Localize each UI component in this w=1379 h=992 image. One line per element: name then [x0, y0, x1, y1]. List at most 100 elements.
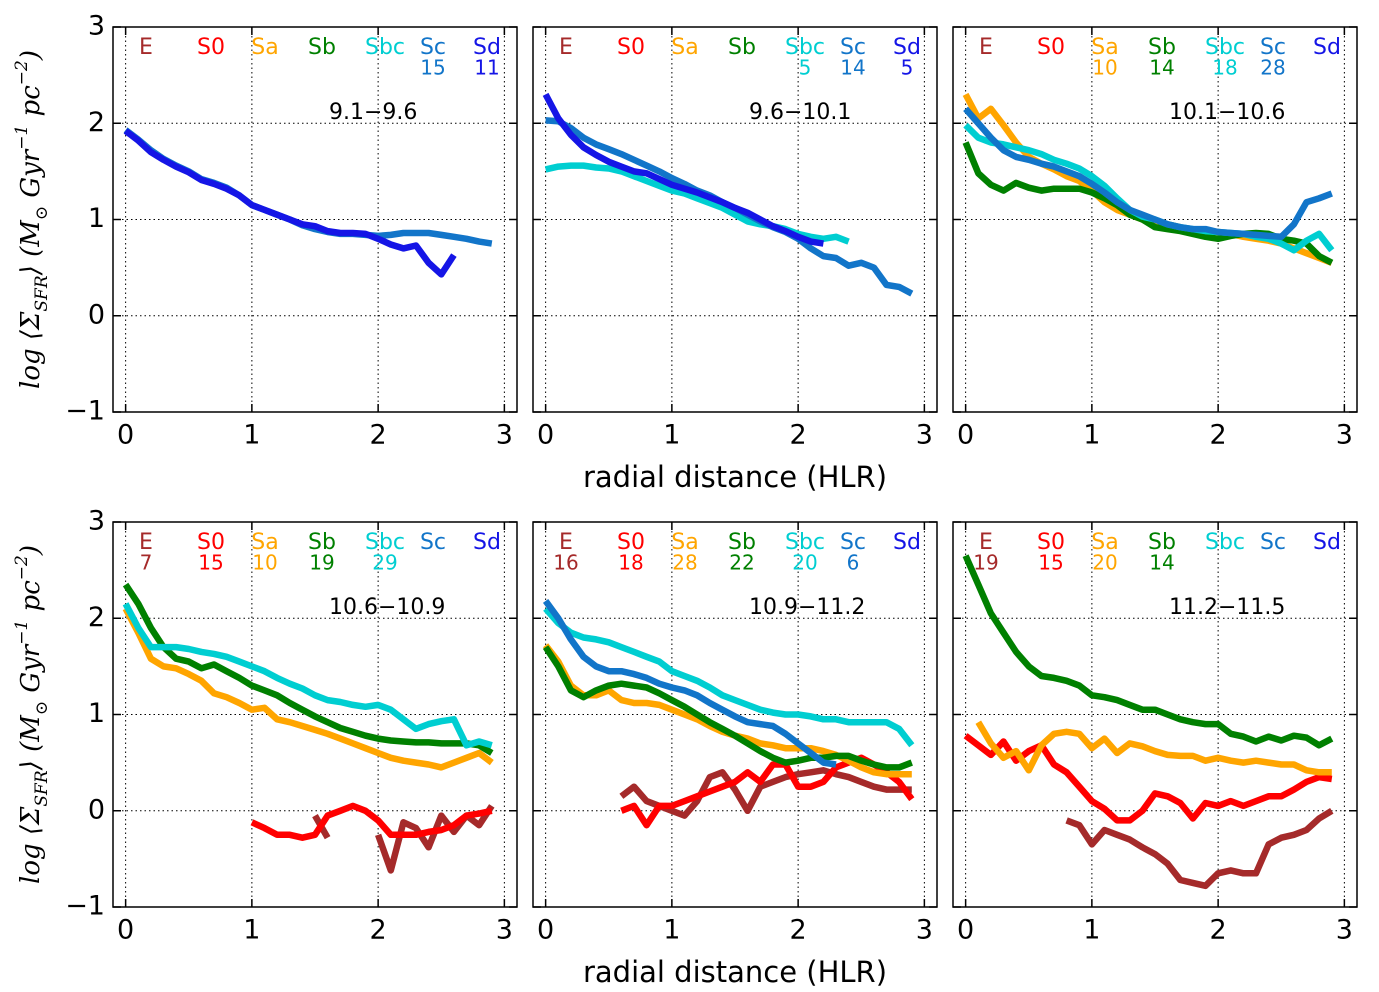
- morph-count: 14: [1149, 56, 1174, 80]
- x-tick-label: 1: [1083, 915, 1100, 946]
- x-tick-label: 2: [1210, 915, 1227, 946]
- morph-label: S0: [1037, 530, 1065, 555]
- plot-area: [953, 522, 1357, 907]
- series-line: [962, 554, 1334, 749]
- y-axis-label-part: −2: [12, 555, 32, 580]
- morph-label: Sa: [671, 530, 698, 555]
- morph-label: E: [139, 530, 153, 555]
- morph-label: S0: [617, 35, 645, 60]
- y-axis-label-part: ⊙: [32, 206, 52, 220]
- morph-label: Sbc: [1205, 530, 1245, 555]
- frame: [952, 26, 1358, 413]
- x-tick-label: 1: [1083, 420, 1100, 451]
- morph-label: Sa: [251, 530, 278, 555]
- morph-count: 5: [799, 56, 812, 80]
- morph-count: 14: [1149, 551, 1174, 575]
- y-axis-label-part: pc: [16, 85, 46, 125]
- morph-label: Sa: [251, 35, 278, 60]
- series-line: [1065, 808, 1334, 890]
- morph-count: 10: [1092, 56, 1117, 80]
- morph-count: 10: [252, 551, 277, 575]
- y-axis-label-part: SFR: [32, 770, 52, 806]
- frame: [952, 521, 1358, 908]
- x-tick-label: 1: [243, 420, 260, 451]
- morph-count: 6: [847, 551, 860, 575]
- morph-count: 11: [474, 56, 499, 80]
- morph-label: Sb: [308, 530, 336, 555]
- morph-count: 28: [1260, 56, 1285, 80]
- morph-label: Sa: [671, 35, 698, 60]
- morph-label: Sc: [1260, 35, 1286, 60]
- morph-label: Sbc: [1205, 35, 1245, 60]
- morph-label: S0: [617, 530, 645, 555]
- y-axis-label: log ⟨ΣSFR⟩ (M⊙ Gyr−1 pc−2): [12, 50, 52, 389]
- panel-title: 9.1−9.6: [329, 100, 417, 125]
- frame: [112, 26, 518, 413]
- series-line: [975, 720, 1332, 776]
- x-tick-label: 0: [537, 915, 554, 946]
- y-tick-label: 1: [88, 698, 105, 729]
- morph-label: Sd: [1313, 35, 1341, 60]
- x-tick-label: 3: [496, 420, 513, 451]
- morph-label: Sc: [1260, 530, 1286, 555]
- y-tick-label: 0: [88, 299, 105, 330]
- morph-label: E: [979, 35, 993, 60]
- morph-label: Sd: [473, 530, 501, 555]
- y-axis-label-part: ⟩ (M: [16, 219, 46, 277]
- morph-label: Sb: [1148, 35, 1176, 60]
- morph-count: 15: [420, 56, 445, 80]
- y-axis-label-part: log ⟨Σ: [16, 806, 46, 884]
- x-axis-label: radial distance (HLR): [583, 460, 887, 494]
- morph-label: Sd: [1313, 530, 1341, 555]
- series-line: [543, 606, 915, 748]
- morph-label: Sc: [420, 530, 446, 555]
- morph-label: Sbc: [785, 530, 825, 555]
- y-tick-label: 3: [88, 11, 105, 42]
- morph-label: Sbc: [785, 35, 825, 60]
- series-line: [963, 106, 1333, 241]
- y-axis-label-part: −1: [12, 620, 32, 645]
- series-line: [122, 582, 494, 756]
- series-line: [542, 645, 913, 771]
- y-tick-label: 0: [88, 794, 105, 825]
- series-line: [122, 607, 494, 771]
- panel-title: 9.6−10.1: [749, 100, 851, 125]
- panel-title: 11.2−11.5: [1169, 595, 1285, 620]
- morph-count: 18: [1212, 56, 1237, 80]
- x-tick-label: 3: [916, 915, 933, 946]
- x-tick-label: 2: [790, 420, 807, 451]
- morph-count: 19: [973, 551, 998, 575]
- series-line: [963, 733, 1333, 824]
- morph-count: 14: [840, 56, 865, 80]
- morph-label: S0: [1037, 35, 1065, 60]
- x-tick-label: 0: [957, 420, 974, 451]
- morph-label: Sb: [308, 35, 336, 60]
- y-axis-label-part: Gyr: [16, 148, 46, 206]
- morph-label: S0: [197, 530, 225, 555]
- y-axis-label-part: ): [16, 50, 46, 61]
- morph-count: 19: [309, 551, 334, 575]
- morph-label: Sa: [1091, 35, 1118, 60]
- frame: [112, 521, 518, 908]
- y-axis-label: log ⟨ΣSFR⟩ (M⊙ Gyr−1 pc−2): [12, 545, 52, 884]
- series-line: [123, 128, 457, 278]
- y-axis-label-part: ⊙: [32, 701, 52, 715]
- x-tick-label: 2: [370, 420, 387, 451]
- x-tick-label: 3: [1336, 915, 1353, 946]
- y-axis-label-part: ): [16, 545, 46, 556]
- morph-label: Sbc: [365, 530, 405, 555]
- series-line: [122, 602, 493, 749]
- morph-count: 16: [553, 551, 578, 575]
- morph-count: 15: [198, 551, 223, 575]
- series-line: [619, 767, 912, 819]
- y-axis-label-part: ⟩ (M: [16, 714, 46, 772]
- y-tick-label: 2: [88, 602, 105, 633]
- morph-label: Sd: [893, 35, 921, 60]
- y-axis-label-part: Gyr: [16, 643, 46, 701]
- x-axis-label: radial distance (HLR): [583, 955, 887, 989]
- y-tick-label: −1: [65, 891, 105, 922]
- y-axis-label-part: SFR: [32, 275, 52, 311]
